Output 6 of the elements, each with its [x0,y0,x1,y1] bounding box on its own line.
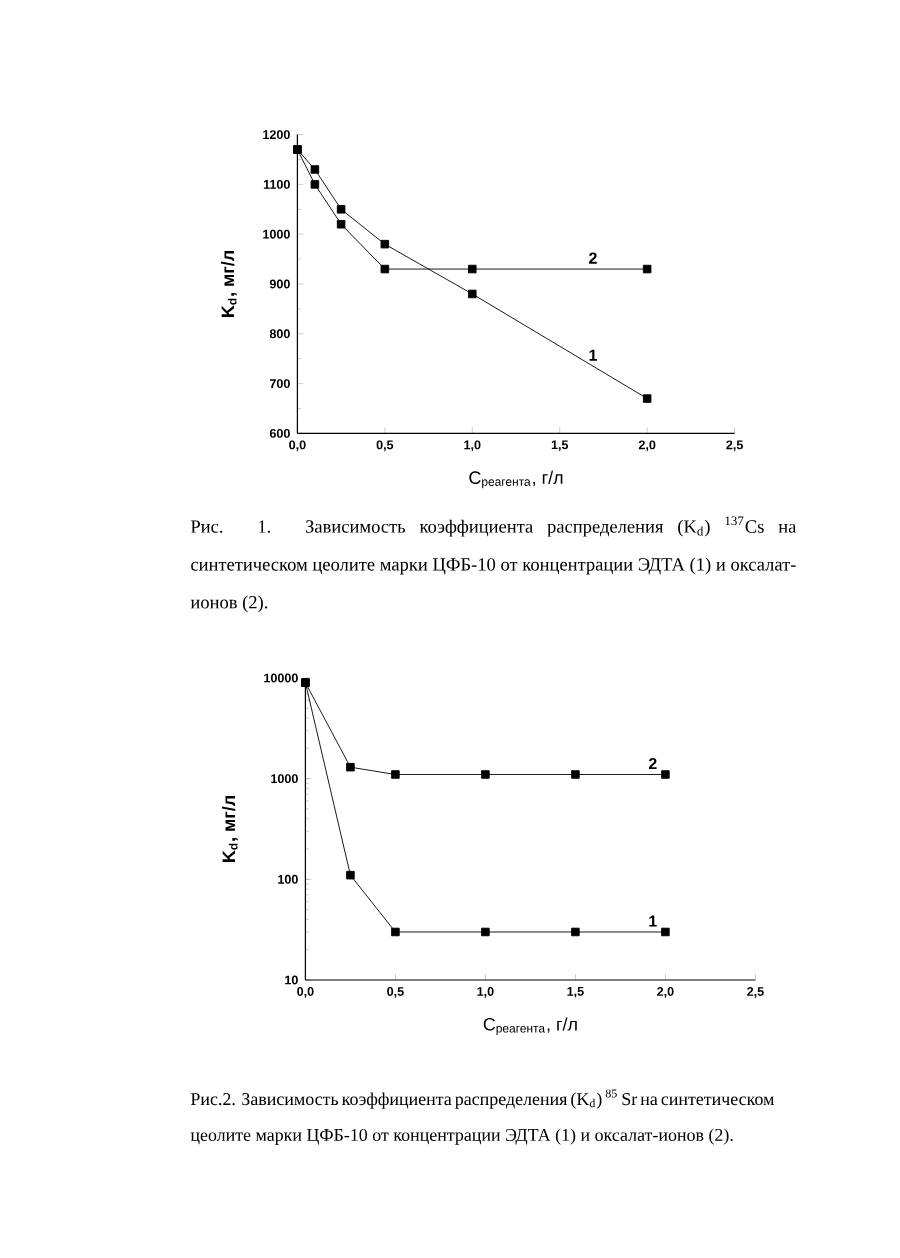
x-axis-title: C$_{реагента}$, г/л [469,470,563,489]
text: Рис.2. Зависимость коэффициента распределения (K$_{d}$) $^{85}$ Sr на синтетическом цеолите марки ЦФБ-10 от концентрации ЭДТА (1) и оксалат-ионов (2). [190,1089,774,1145]
y-axis-title: K$_{d}$, мг/л [222,796,238,862]
y-axis-title: K$_{d}$, мг/л [220,251,237,317]
text: Рис. 1. Зависимость коэффициента распределения (K$_{d}$) $^{137}$Cs на синтетическом цеолите марки ЦФБ-10 от концентрации ЭДТА (1) и оксалат-ионов (2). [190,516,797,613]
x-axis-title: C$_{реагента}$, г/л [483,1017,577,1035]
